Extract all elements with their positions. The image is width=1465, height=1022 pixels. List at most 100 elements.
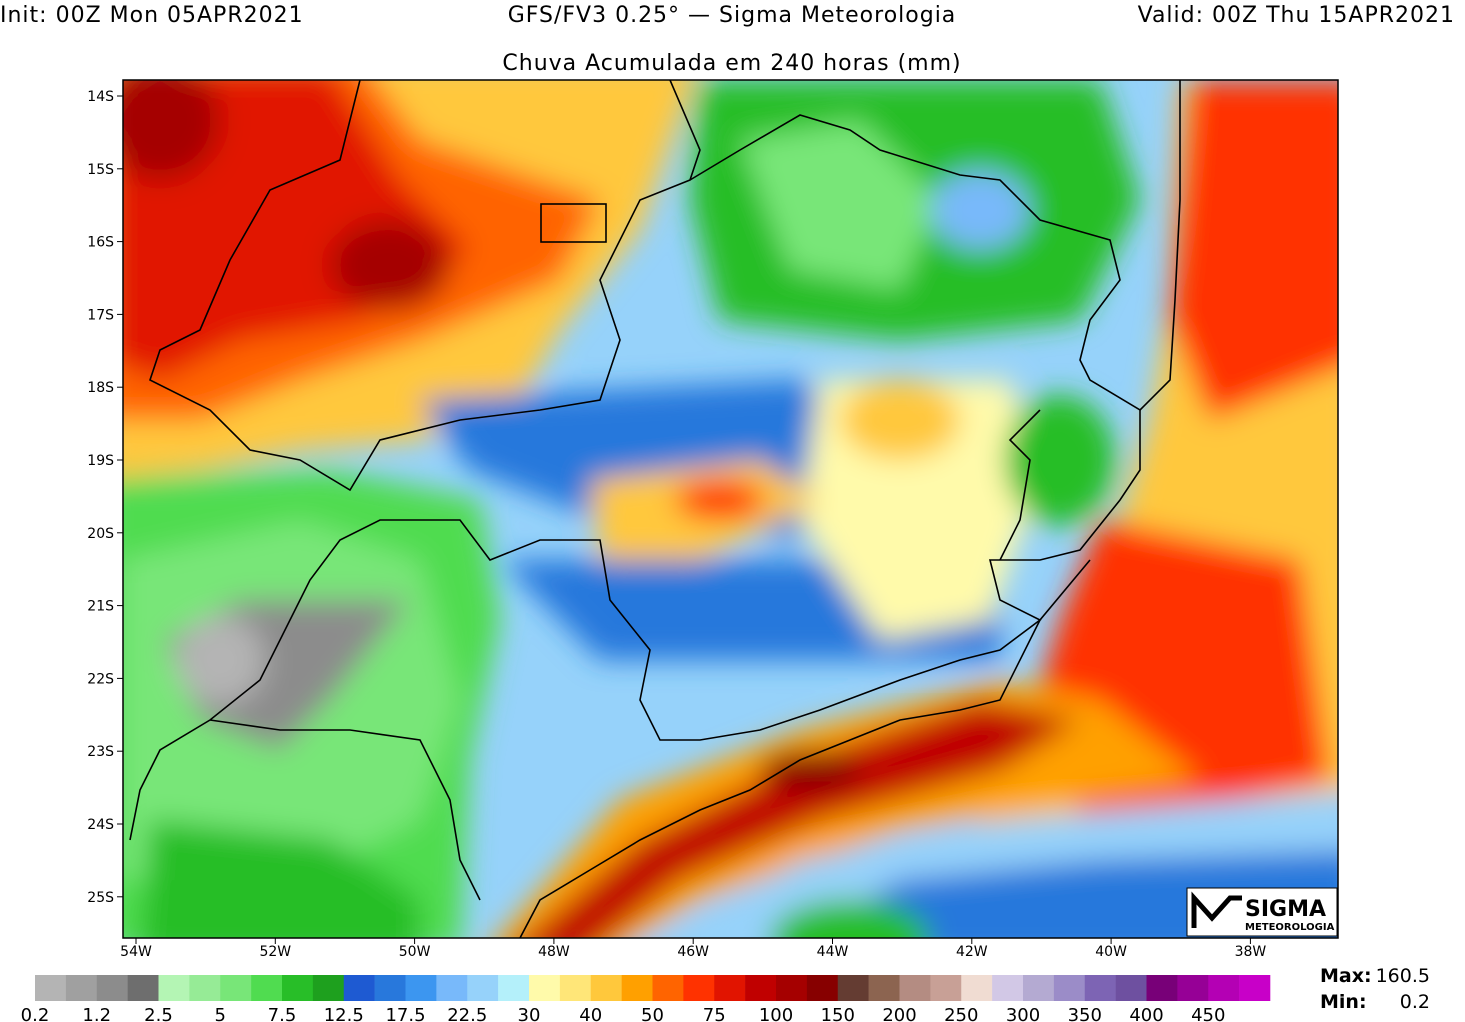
lon-label: 48W: [538, 944, 570, 960]
precip-field: [123, 80, 1338, 938]
colorbar-label: 300: [1006, 1005, 1040, 1022]
colorbar-swatch: [652, 975, 684, 1001]
colorbar-label: 200: [882, 1005, 916, 1022]
colorbar-swatch: [621, 975, 653, 1001]
colorbar-label: 350: [1068, 1005, 1102, 1022]
colorbar-label: 50: [641, 1005, 664, 1022]
model-name: GFS/FV3 0.25° — Sigma Meteorologia: [508, 3, 957, 28]
colorbar-swatch: [158, 975, 190, 1001]
colorbar-swatch: [1023, 975, 1055, 1001]
lat-label: 19S: [87, 453, 114, 469]
colorbar-swatch: [251, 975, 283, 1001]
min-label: Min:: [1320, 991, 1367, 1013]
colorbar-label: 2.5: [144, 1005, 173, 1022]
colorbar-swatch: [65, 975, 98, 1001]
logo-name: SIGMA: [1245, 897, 1326, 922]
colorbar-swatch: [1239, 975, 1271, 1001]
lon-label: 44W: [817, 944, 849, 960]
colorbar-label: 0.2: [21, 1005, 50, 1022]
colorbar-swatch: [961, 975, 993, 1001]
colorbar-label: 22.5: [447, 1005, 487, 1022]
lon-label: 54W: [120, 944, 152, 960]
colorbar-label: 1.2: [82, 1005, 111, 1022]
logo-box: [1186, 887, 1338, 937]
boundaries: [129, 80, 1181, 938]
colorbar-swatch: [467, 975, 499, 1001]
colorbar-swatch: [498, 975, 530, 1001]
colorbar-swatch: [35, 975, 67, 1001]
valid-time: Valid: 00Z Thu 15APR2021: [1138, 3, 1455, 28]
logo-sub: METEOROLOGIA: [1245, 922, 1335, 933]
colorbar-swatch: [405, 975, 437, 1001]
colorbar-swatch: [436, 975, 468, 1001]
lat-label: 17S: [87, 307, 114, 323]
colorbar-label: 450: [1191, 1005, 1225, 1022]
colorbar-swatch: [282, 975, 314, 1001]
colorbar-label: 17.5: [385, 1005, 425, 1022]
max-label: Max:: [1320, 965, 1372, 987]
field-shading: [123, 80, 1338, 938]
colorbar-swatch: [1084, 975, 1116, 1001]
colorbar-swatch: [714, 975, 746, 1001]
colorbar-swatch: [189, 975, 221, 1001]
colorbar-label: 30: [518, 1005, 541, 1022]
colorbar-swatch: [559, 975, 592, 1001]
colorbar-swatch: [96, 975, 128, 1001]
lat-label: 16S: [87, 235, 114, 251]
lon-label: 38W: [1235, 944, 1267, 960]
colorbar-swatch: [312, 975, 345, 1001]
colorbar-label: 250: [944, 1005, 978, 1022]
init-time: Init: 00Z Mon 05APR2021: [0, 3, 304, 28]
colorbar-swatch: [745, 975, 777, 1001]
lon-label: 50W: [399, 944, 431, 960]
colorbar-swatch: [806, 975, 839, 1001]
colorbar-swatch: [343, 975, 375, 1001]
colorbar-swatch: [837, 975, 869, 1001]
lon-label: 42W: [956, 944, 988, 960]
colorbar: 0.2 1.2 2.5 5 7.5 12.5 17.5 22.5 30 40 50 75 100 150 2…: [21, 975, 1271, 1022]
colorbar-swatch: [992, 975, 1024, 1001]
colorbar-swatch: [1146, 975, 1178, 1001]
lon-label: 46W: [677, 944, 709, 960]
colorbar-swatch: [1208, 975, 1240, 1001]
colorbar-swatch: [868, 975, 900, 1001]
colorbar-swatch: [529, 975, 561, 1001]
logo-icon: [1191, 891, 1242, 928]
colorbar-swatch: [683, 975, 715, 1001]
colorbar-swatch: [899, 975, 931, 1001]
lat-label: 14S: [87, 89, 114, 105]
colorbar-swatch: [374, 975, 406, 1001]
lat-label: 25S: [87, 890, 114, 906]
lon-labels: 54W 52W 50W 48W 46W 44W 42W 40W 38W: [120, 938, 1266, 960]
colorbar-label: 40: [579, 1005, 602, 1022]
lat-label: 18S: [87, 380, 114, 396]
colorbar-swatch: [930, 975, 962, 1001]
lat-label: 22S: [87, 671, 114, 687]
colorbar-swatch: [1053, 975, 1086, 1001]
colorbar-label: 5: [215, 1005, 226, 1022]
lat-label: 21S: [87, 599, 114, 615]
map-title: Chuva Acumulada em 240 horas (mm): [502, 51, 961, 76]
lat-label: 20S: [87, 526, 114, 542]
lat-label: 23S: [87, 744, 114, 760]
max-value: 160.5: [1376, 965, 1430, 987]
colorbar-label: 75: [703, 1005, 726, 1022]
logo: SIGMA METEOROLOGIA: [1186, 887, 1338, 937]
colorbar-swatch: [127, 975, 159, 1001]
colorbar-swatch: [1177, 975, 1209, 1001]
colorbar-swatch: [776, 975, 808, 1001]
colorbar-swatch: [1115, 975, 1147, 1001]
colorbar-swatch: [590, 975, 622, 1001]
map-frame: [122, 79, 1339, 939]
colorbar-swatch: [220, 975, 252, 1001]
lat-label: 15S: [87, 162, 114, 178]
colorbar-label: 400: [1129, 1005, 1163, 1022]
colorbar-label: 12.5: [324, 1005, 364, 1022]
lon-label: 52W: [259, 944, 291, 960]
lat-labels: 14S 15S 16S 17S 18S 19S 20S 21S 22S 23S 24S 25S: [87, 89, 123, 906]
lat-label: 24S: [87, 817, 114, 833]
colorbar-label: 100: [759, 1005, 793, 1022]
